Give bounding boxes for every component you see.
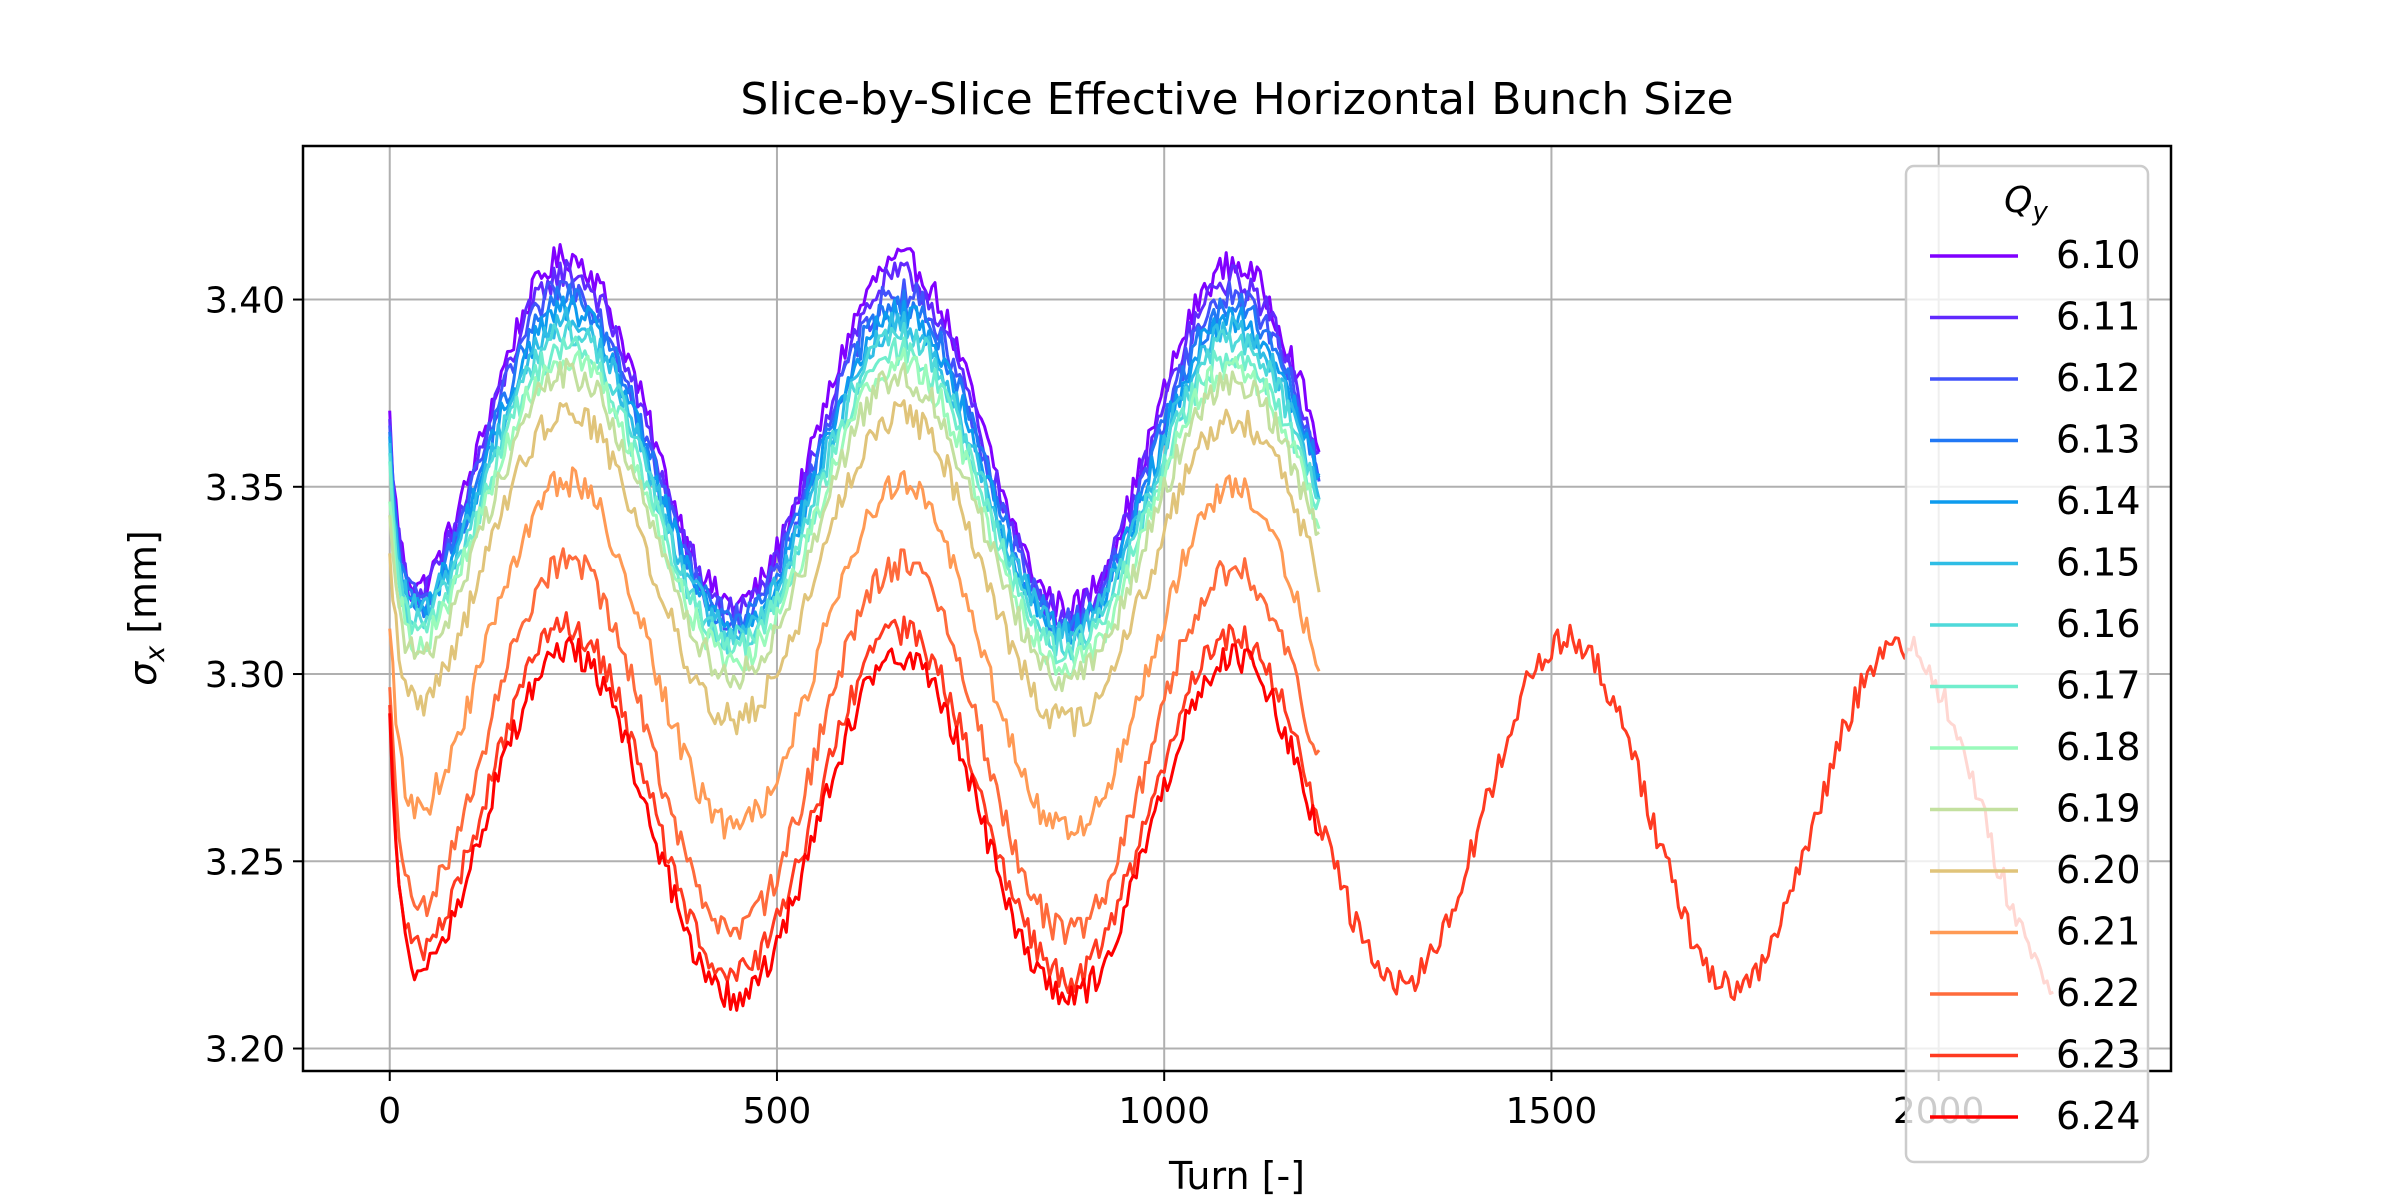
series-line-6-21 (388, 466, 1321, 841)
x-axis-label: Turn [-] (1168, 1154, 1305, 1198)
series-line-6-24 (388, 636, 1321, 1012)
y-axis-label-unit: [mm] (121, 530, 165, 634)
legend-title-subscript: y (2031, 197, 2048, 227)
x-tick-label: 1500 (1506, 1091, 1598, 1132)
chart-title: Slice-by-Slice Effective Horizontal Bunc… (740, 74, 1733, 125)
series-layer (388, 243, 2054, 1012)
y-tick-label: 3.40 (205, 281, 285, 322)
series-line-6-15 (388, 306, 1321, 649)
y-axis-label-subscript: x (140, 645, 171, 663)
legend-label: 6.10 (2056, 233, 2141, 277)
series-line-6-13 (388, 283, 1321, 638)
legend-label: 6.20 (2056, 848, 2141, 892)
legend-label: 6.15 (2056, 541, 2141, 585)
legend-entries: 6.10 6.11 6.12 6.13 6.14 6.15 6.16 6.17 6.18 6.19… (1930, 233, 2141, 1138)
x-tick-label: 1000 (1118, 1091, 1210, 1132)
y-tick-label: 3.35 (205, 468, 285, 509)
y-axis-label: σx [mm] (121, 530, 171, 686)
y-tick-label: 3.20 (205, 1030, 285, 1071)
legend-title-symbol: Q (2004, 180, 2032, 221)
series-line-6-20 (388, 399, 1321, 738)
y-axis-label-symbol: σ (121, 660, 165, 686)
series-line-6-22 (388, 547, 1321, 945)
x-tick-label: 500 (743, 1091, 812, 1132)
series-line-6-23 (388, 611, 2054, 1001)
x-tick-label: 0 (378, 1091, 401, 1132)
legend-label: 6.19 (2056, 787, 2141, 831)
legend-label: 6.23 (2056, 1033, 2141, 1077)
series-line-6-10 (388, 243, 1321, 622)
legend-label: 6.18 (2056, 725, 2141, 769)
series-line-6-12 (388, 278, 1321, 637)
legend-label: 6.22 (2056, 971, 2141, 1015)
legend-label: 6.13 (2056, 418, 2141, 462)
y-tick-label: 3.25 (205, 842, 285, 883)
series-line-6-19 (388, 357, 1320, 693)
y-tick-label: 3.30 (205, 655, 285, 696)
plot-frame (301, 144, 2173, 1073)
legend-label: 6.24 (2056, 1094, 2141, 1138)
legend-label: 6.17 (2056, 664, 2141, 708)
legend-label: 6.11 (2056, 295, 2141, 339)
legend: Qy 6.106.116.126.136.146.156.166.176.186… (1904, 164, 2150, 1164)
legend-label: 6.16 (2056, 602, 2141, 646)
legend-title: Qy (2004, 180, 2048, 227)
legend-label: 6.14 (2056, 479, 2141, 523)
legend-label: 6.21 (2056, 910, 2141, 954)
legend-label: 6.12 (2056, 356, 2141, 400)
legend-box (1904, 164, 2150, 1164)
